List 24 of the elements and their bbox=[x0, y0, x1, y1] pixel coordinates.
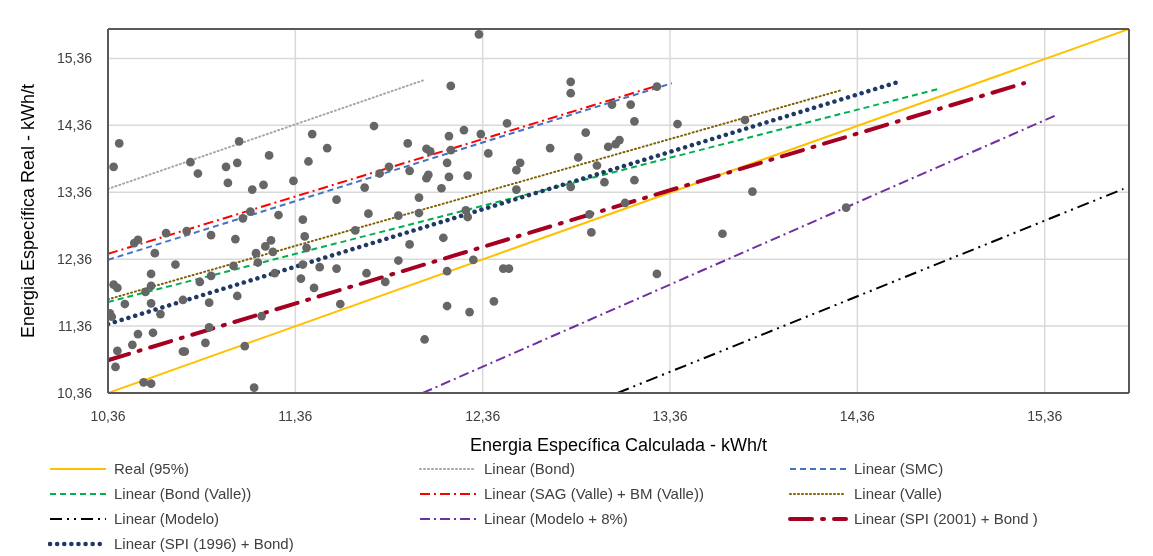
legend-label: Linear (SAG (Valle) + BM (Valle)) bbox=[484, 485, 704, 502]
x-tick-label: 10,36 bbox=[90, 407, 126, 424]
legend-label: Linear (Modelo + 8%) bbox=[484, 510, 628, 527]
legend-label: Linear (Modelo) bbox=[114, 510, 220, 527]
y-tick-label: 11,36 bbox=[58, 318, 93, 335]
y-axis-title: Energia Específica Real - kWh/t bbox=[18, 83, 39, 339]
x-tick-label: 12,36 bbox=[465, 407, 501, 424]
y-tick-label: 13,36 bbox=[56, 184, 93, 201]
y-tick-label: 15,36 bbox=[56, 50, 93, 67]
y-tick-label: 12,36 bbox=[56, 251, 93, 268]
legend-label: Linear (Bond (Valle)) bbox=[114, 485, 252, 502]
x-tick-label: 15,36 bbox=[1027, 407, 1063, 424]
legend-label: Linear (SPI (2001) + Bond ) bbox=[854, 510, 1038, 527]
x-axis-title: Energia Específica Calculada - kWh/t bbox=[469, 435, 768, 455]
legend-label: Linear (Bond) bbox=[484, 460, 575, 477]
legend-label: Real (95%) bbox=[114, 460, 190, 477]
x-tick-label: 11,36 bbox=[278, 407, 313, 424]
x-tick-label: 13,36 bbox=[652, 407, 688, 424]
legend-label: Linear (SMC) bbox=[854, 460, 944, 477]
legend-label: Linear (Valle) bbox=[854, 485, 943, 502]
y-tick-label: 10,36 bbox=[56, 384, 93, 401]
x-tick-label: 14,36 bbox=[839, 407, 876, 424]
y-tick-label: 14,36 bbox=[56, 117, 93, 134]
legend-label: Linear (SPI (1996) + Bond) bbox=[114, 535, 294, 552]
